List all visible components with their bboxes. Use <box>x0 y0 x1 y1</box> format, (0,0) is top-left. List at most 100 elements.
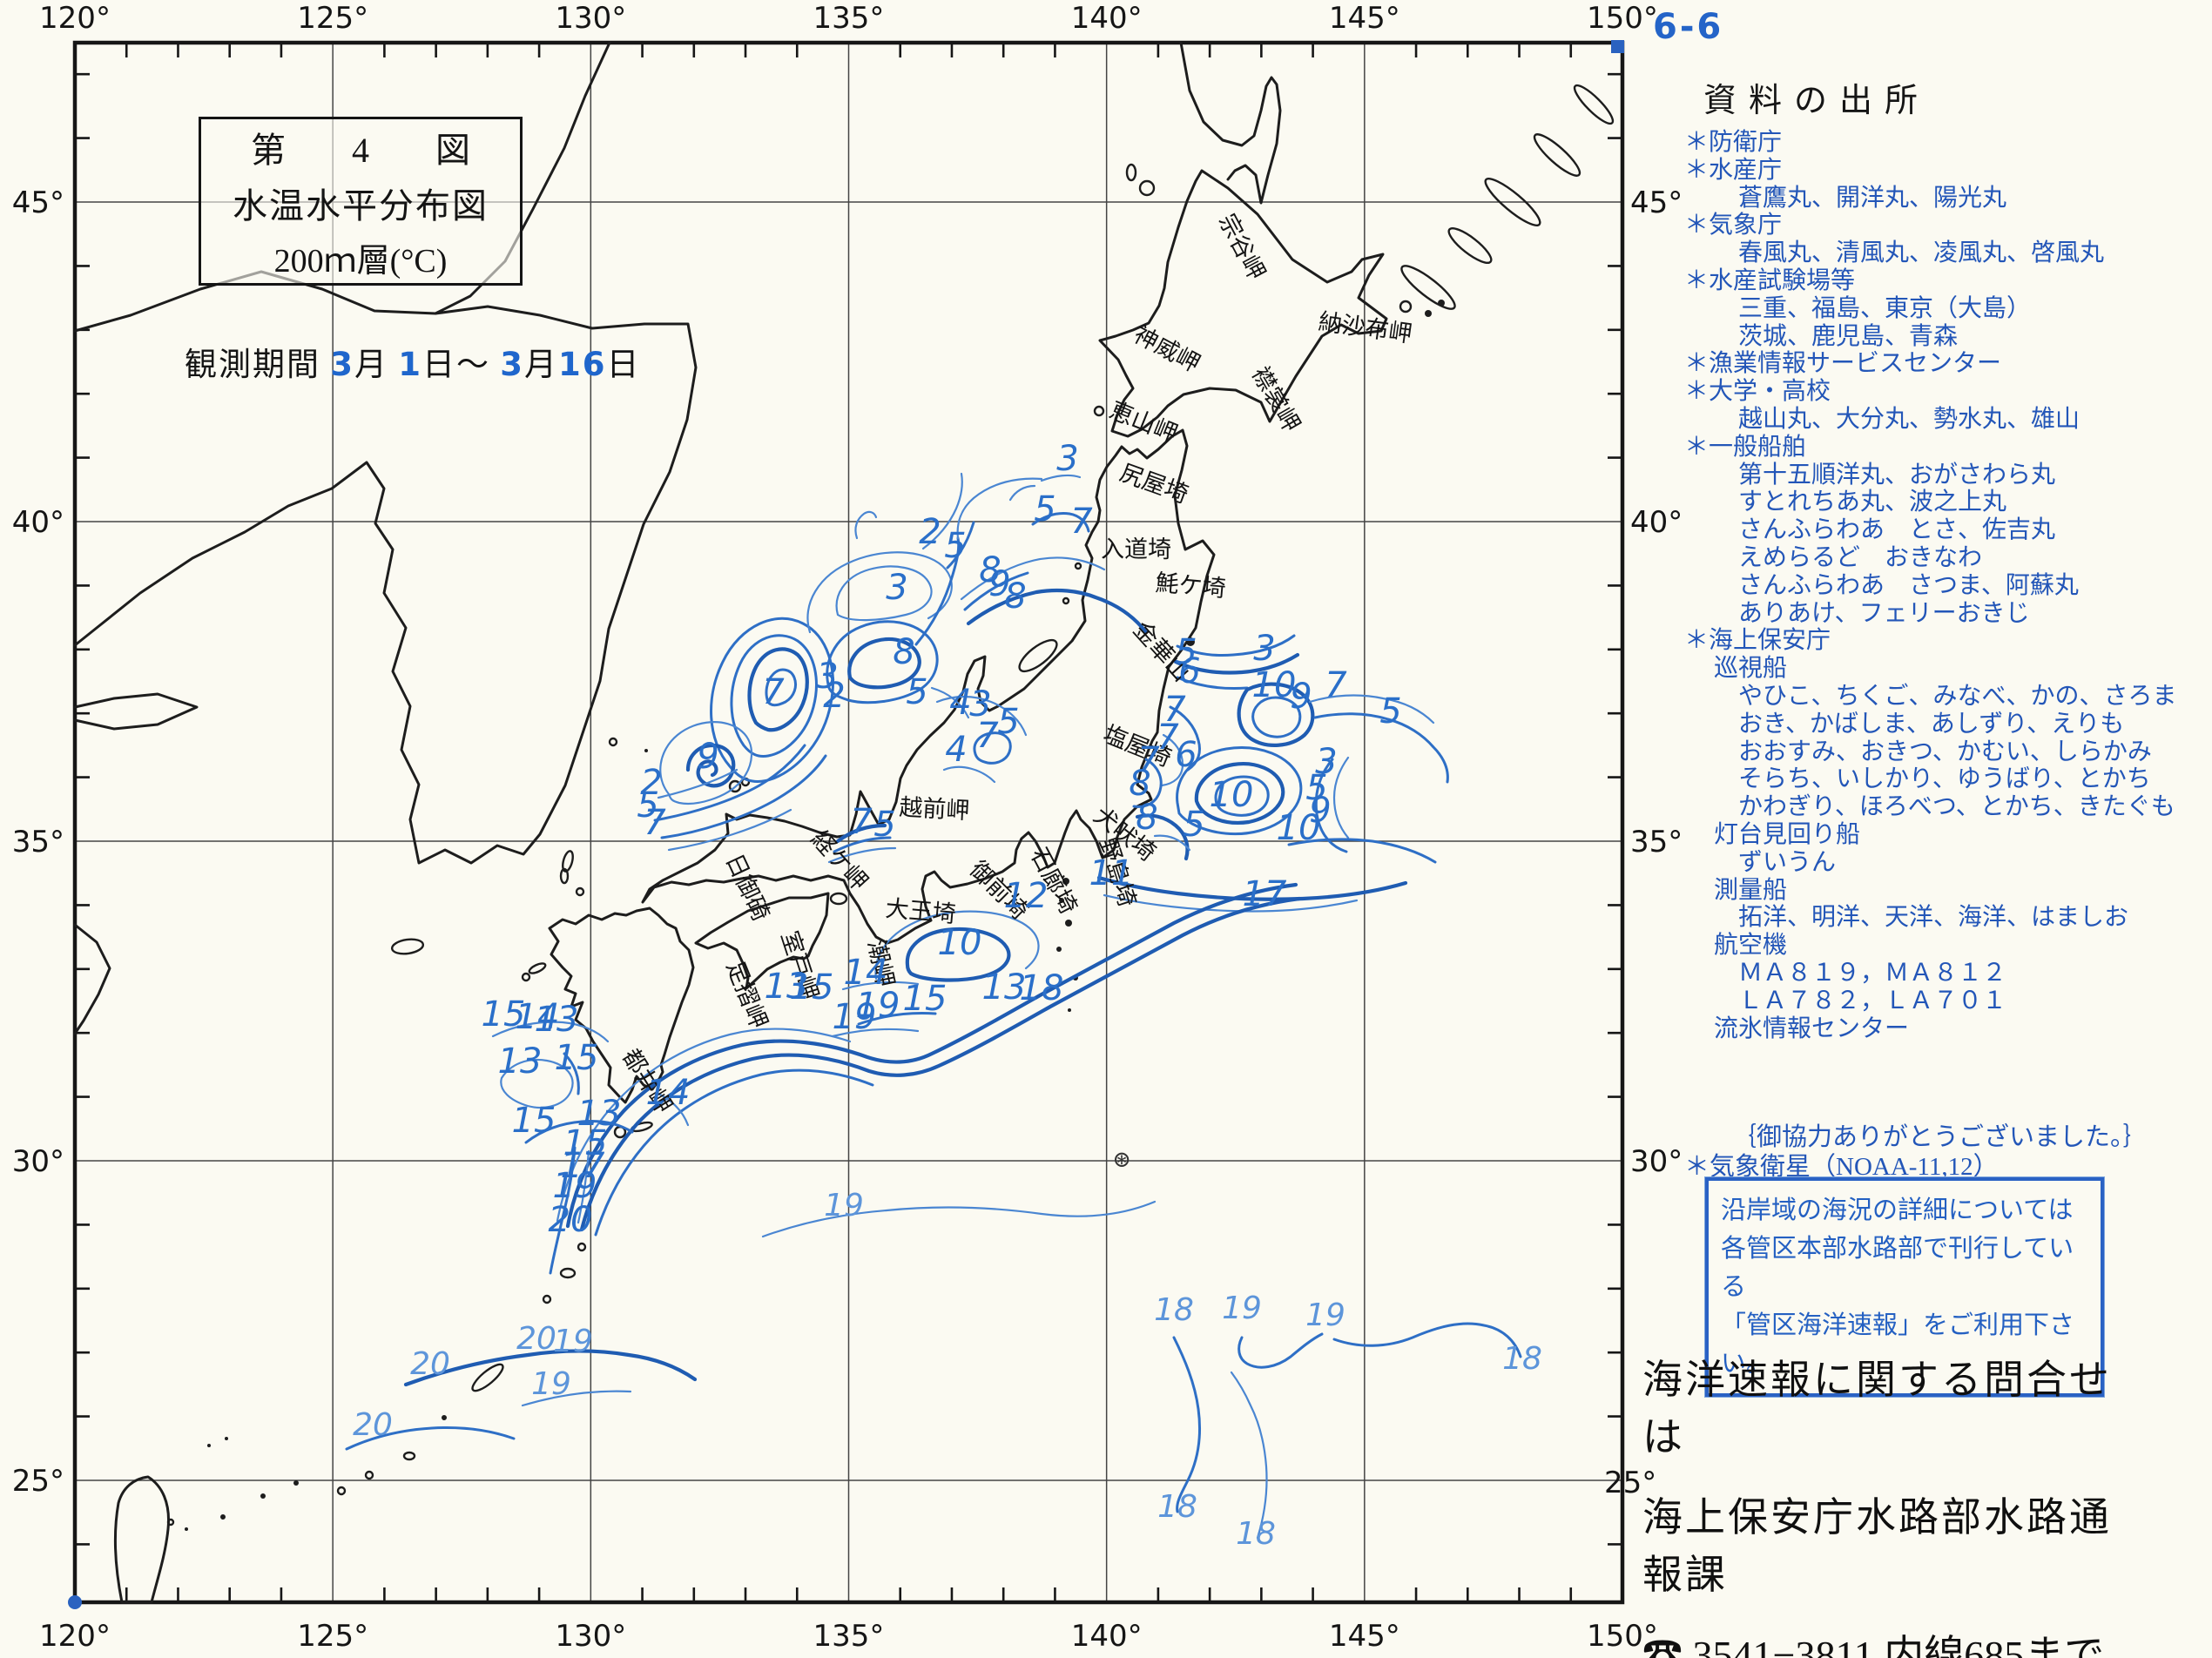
source-item: 拓洋、明洋、天洋、海洋、はましお <box>1738 904 2129 932</box>
contact-line-2: 海上保安庁水路部水路通報課 <box>1642 1495 2112 1597</box>
isotherm-value: 7 <box>1157 718 1179 758</box>
source-item: 測量船 <box>1714 876 1788 904</box>
notice-line: 各管区本部水路部で刊行している <box>1721 1235 2074 1301</box>
isotherm-value: 6 <box>1175 735 1197 775</box>
isotherm-value: 9 <box>1309 791 1331 831</box>
sources-list: ＊防衛庁 ＊水産庁 蒼鷹丸、開洋丸、陽光丸 ＊気象庁 春風丸、清風丸、凌風丸、啓風丸 ＊水… <box>1684 129 2207 1042</box>
text-segment: 月 <box>354 347 399 383</box>
source-item: そらち、いしかり、ゆうばり、とかち <box>1738 765 2151 793</box>
source-item: 流氷情報センター <box>1714 1014 1910 1042</box>
source-item: ＊漁業情報サービスセンター <box>1684 350 2002 378</box>
isotherm-value: 18 <box>1502 1341 1542 1377</box>
notice-line: 「管区海洋速報」をご利用下さい。 <box>1721 1311 2075 1378</box>
isotherm-value: 3 <box>816 657 838 697</box>
cape-label: 大王埼 <box>884 895 956 927</box>
isotherm-value: 7 <box>850 802 873 842</box>
longitude-label: 140° <box>1071 1 1143 36</box>
isotherm-value: 3 <box>1315 742 1337 782</box>
isotherm-value: 13 <box>535 1000 579 1040</box>
source-item: 越山丸、大分丸、勢水丸、雄山 <box>1738 405 2080 433</box>
isotherm-value: 10 <box>1210 775 1254 815</box>
isotherm-value: 7 <box>644 803 666 843</box>
latitude-label: 35° <box>12 825 64 859</box>
longitude-label: 120° <box>39 1 111 36</box>
phone-number: 3541−3811 内線685まで <box>1683 1633 2105 1658</box>
isotherm-value: 14 <box>844 953 888 993</box>
isotherm-value: 9 <box>697 737 718 777</box>
source-item: ＭＡ８１９，ＭＡ８１２ <box>1738 959 2007 987</box>
isotherm-value: 19 <box>856 986 900 1026</box>
isotherm-value: 2 <box>640 763 662 803</box>
isotherm-value: 19 <box>1222 1291 1262 1326</box>
text-segment: 観測期間 <box>185 347 331 383</box>
satellite-source: ＊気象衛星（NOAA-11,12） <box>1684 1153 1999 1181</box>
isotherm-value: 9 <box>1290 677 1312 717</box>
source-item: 蒼鷹丸、開洋丸、陽光丸 <box>1738 184 2007 212</box>
isotherm-value: 18 <box>1236 1516 1276 1552</box>
isotherm-value: 4 <box>945 730 967 770</box>
source-item: ＊防衛庁 <box>1684 129 1783 156</box>
source-item: おき、かばしま、あしずり、えりも <box>1738 710 2125 738</box>
longitude-label: 125° <box>297 1 368 36</box>
latitude-label: 25° <box>1604 1466 1656 1500</box>
isotherm-value: 13 <box>498 1041 543 1082</box>
isotherm-value: 5 <box>1305 768 1327 808</box>
isotherm-value: 5 <box>1379 691 1401 731</box>
sources-heading: 資料の出所 <box>1703 83 1931 119</box>
latitude-label: 45° <box>12 185 64 220</box>
isotherm-value: 9 <box>988 564 1010 604</box>
longitude-label: 145° <box>1329 1619 1400 1654</box>
isotherm-value: 2 <box>823 676 845 716</box>
corner-registration-dot <box>68 1595 82 1609</box>
isotherm-value: 14 <box>646 1073 691 1113</box>
isotherm-value: 17 <box>561 1146 605 1186</box>
text-segment: 月 <box>524 347 558 383</box>
source-item: 灯台見回り船 <box>1714 820 1861 848</box>
isotherm-value: 7 <box>1163 690 1186 730</box>
source-item: ＊大学・高校 <box>1684 378 1831 406</box>
isotherm-value: 4 <box>949 683 971 723</box>
source-item: ＊気象庁 <box>1684 212 1783 239</box>
text-segment: 3 <box>330 346 354 383</box>
isotherm-value: 7 <box>976 716 999 756</box>
map-title: 水温水平分布図 <box>233 185 489 226</box>
isotherm-value: 11 <box>1089 853 1134 893</box>
telephone-icon: ☎ <box>1642 1633 1683 1658</box>
isotherm-value: 18 <box>1157 1489 1197 1525</box>
isotherm-value: 18 <box>1020 968 1064 1008</box>
cape-label: 尻屋埼 <box>1116 459 1191 508</box>
latitude-label: 40° <box>1630 505 1683 540</box>
isotherm-value: 19 <box>833 997 877 1037</box>
source-item: さんふらわあ とさ、佐吉丸 <box>1738 516 2056 544</box>
isotherm-value: 10 <box>1277 808 1321 848</box>
isotherm-value: 3 <box>886 568 907 608</box>
isotherm-layer <box>345 472 1522 1540</box>
isotherm-value: 19 <box>824 1188 864 1223</box>
source-item: おおすみ、おきつ、かむい、しらかみ <box>1738 738 2152 765</box>
isotherm-value: 8 <box>1129 764 1150 804</box>
cape-label: 魹ケ埼 <box>1154 570 1226 602</box>
isotherm-value: 13 <box>765 967 809 1007</box>
longitude-label: 150° <box>1587 1619 1658 1654</box>
coastal-notice-box: 沿岸域の海況の詳細については 各管区本部水路部で刊行している 「管区海洋速報」を… <box>1705 1177 2104 1397</box>
source-item: えめらるど おきなわ <box>1738 543 1983 571</box>
text-segment: 16 <box>558 346 607 383</box>
cape-label: 越前岬 <box>899 794 970 824</box>
isotherm-value: 5 <box>637 785 658 826</box>
cape-label: 納沙布岬 <box>1317 308 1413 347</box>
isotherm-value: 17 <box>1243 874 1287 914</box>
depth-layer-label: 200ｍ層(°C) <box>273 242 448 280</box>
latitude-label: 35° <box>1630 825 1683 859</box>
thanks-note: ｛御協力ありがとうございました。｝ <box>1731 1123 2148 1151</box>
isotherm-value: 19 <box>1305 1297 1345 1333</box>
text-segment: 日 <box>606 347 641 383</box>
isotherm-value: 10 <box>1252 665 1297 705</box>
isotherm-value: 5 <box>906 672 927 712</box>
longitude-label: 140° <box>1071 1619 1143 1654</box>
source-item: ＊水産試験場等 <box>1684 266 1856 294</box>
text-segment: 日～ <box>422 347 501 383</box>
isotherm-value: 15 <box>790 967 834 1008</box>
text-segment: 1 <box>398 346 422 383</box>
source-item: 第十五順洋丸、おがさわら丸 <box>1738 461 2056 489</box>
